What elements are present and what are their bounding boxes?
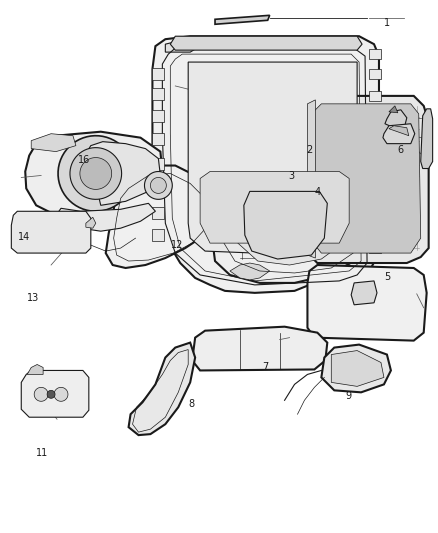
Polygon shape bbox=[47, 390, 55, 398]
Polygon shape bbox=[389, 126, 409, 136]
Text: 9: 9 bbox=[345, 391, 351, 401]
Text: 6: 6 bbox=[397, 145, 403, 155]
Polygon shape bbox=[152, 229, 164, 241]
Polygon shape bbox=[170, 36, 362, 50]
Polygon shape bbox=[27, 365, 43, 375]
Polygon shape bbox=[152, 207, 164, 219]
Polygon shape bbox=[230, 263, 270, 280]
Text: 7: 7 bbox=[262, 362, 269, 372]
Text: 12: 12 bbox=[171, 240, 184, 251]
Polygon shape bbox=[56, 203, 155, 231]
Polygon shape bbox=[236, 177, 351, 265]
Polygon shape bbox=[369, 139, 381, 149]
Polygon shape bbox=[331, 351, 384, 386]
Polygon shape bbox=[86, 217, 96, 228]
Polygon shape bbox=[152, 182, 164, 195]
Polygon shape bbox=[152, 68, 164, 80]
Polygon shape bbox=[369, 114, 381, 124]
Polygon shape bbox=[106, 166, 215, 268]
Polygon shape bbox=[192, 327, 327, 370]
Polygon shape bbox=[145, 172, 172, 199]
Polygon shape bbox=[389, 106, 398, 113]
Polygon shape bbox=[369, 69, 381, 79]
Text: 8: 8 bbox=[188, 399, 194, 409]
Polygon shape bbox=[70, 148, 122, 199]
Text: 13: 13 bbox=[27, 293, 39, 303]
Polygon shape bbox=[369, 218, 381, 228]
Polygon shape bbox=[385, 110, 407, 128]
Polygon shape bbox=[421, 109, 433, 168]
Polygon shape bbox=[152, 36, 379, 293]
Polygon shape bbox=[34, 387, 48, 401]
Polygon shape bbox=[212, 164, 374, 283]
Polygon shape bbox=[152, 110, 164, 122]
Polygon shape bbox=[307, 100, 315, 258]
Polygon shape bbox=[369, 164, 381, 173]
Polygon shape bbox=[314, 104, 421, 253]
Polygon shape bbox=[215, 15, 270, 25]
Polygon shape bbox=[129, 343, 195, 435]
Polygon shape bbox=[369, 188, 381, 198]
Polygon shape bbox=[80, 158, 112, 189]
Text: 1: 1 bbox=[385, 18, 391, 28]
Polygon shape bbox=[369, 243, 381, 253]
Polygon shape bbox=[351, 281, 377, 305]
Polygon shape bbox=[152, 158, 164, 169]
Polygon shape bbox=[21, 370, 89, 417]
Polygon shape bbox=[383, 124, 415, 144]
Polygon shape bbox=[152, 133, 164, 144]
Text: 11: 11 bbox=[36, 448, 49, 458]
Polygon shape bbox=[244, 191, 327, 259]
Polygon shape bbox=[369, 49, 381, 59]
Polygon shape bbox=[25, 132, 162, 218]
Polygon shape bbox=[11, 211, 91, 253]
Polygon shape bbox=[31, 134, 76, 151]
Polygon shape bbox=[86, 142, 160, 205]
Polygon shape bbox=[150, 177, 166, 193]
Text: 4: 4 bbox=[315, 187, 321, 197]
Text: 2: 2 bbox=[306, 145, 312, 155]
Polygon shape bbox=[58, 136, 134, 211]
Polygon shape bbox=[369, 91, 381, 101]
Polygon shape bbox=[188, 62, 357, 253]
Polygon shape bbox=[54, 387, 68, 401]
Text: 5: 5 bbox=[385, 272, 391, 282]
Polygon shape bbox=[165, 38, 200, 52]
Text: 14: 14 bbox=[18, 232, 30, 243]
Polygon shape bbox=[200, 172, 349, 243]
Polygon shape bbox=[307, 265, 427, 341]
Polygon shape bbox=[307, 96, 429, 263]
Polygon shape bbox=[321, 345, 391, 392]
Polygon shape bbox=[152, 88, 164, 100]
Text: 3: 3 bbox=[289, 172, 295, 181]
Text: 16: 16 bbox=[78, 156, 90, 165]
